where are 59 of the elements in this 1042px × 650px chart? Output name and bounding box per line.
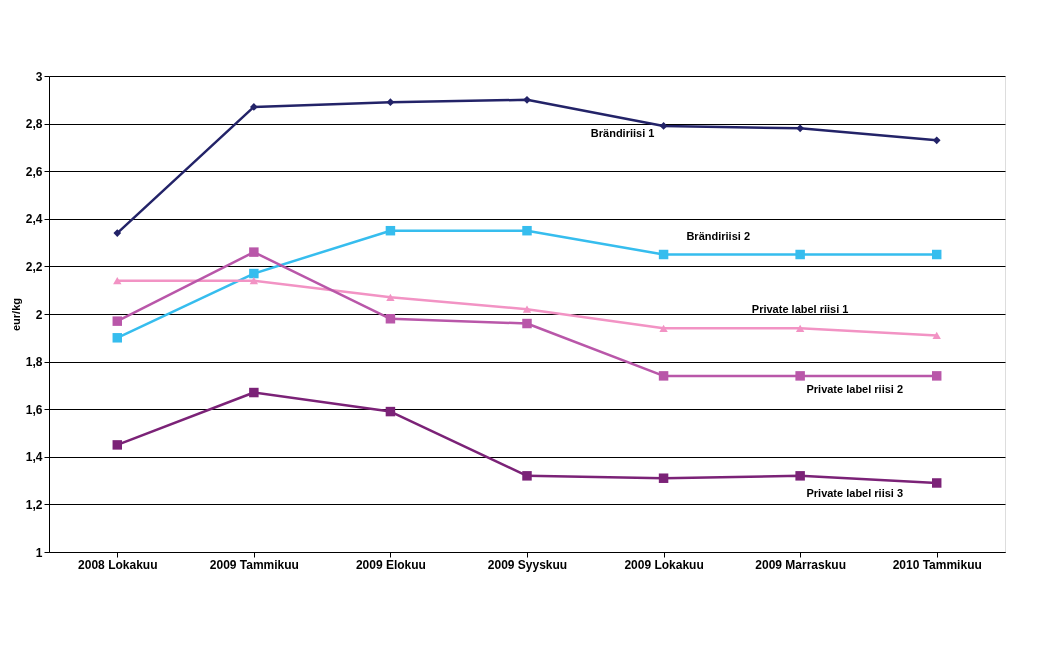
series-label: Private label riisi 1: [751, 303, 849, 316]
point: [112, 333, 123, 343]
y-tick-label: 2,6: [25, 164, 43, 179]
y-axis-title: eur/kg: [9, 297, 22, 332]
point: [522, 318, 532, 329]
y-tick-label: 3: [35, 69, 43, 84]
point: [795, 324, 805, 332]
point: [658, 473, 669, 483]
point: [112, 440, 123, 450]
point: [795, 471, 805, 481]
point: [932, 331, 941, 340]
point: [931, 371, 942, 381]
y-tick-label: 1,8: [25, 355, 43, 370]
point: [659, 122, 668, 130]
point: [386, 98, 395, 107]
x-tick-label: 2009 Elokuu: [355, 557, 426, 572]
point: [249, 103, 258, 111]
point: [385, 406, 396, 417]
point: [658, 249, 669, 260]
point: [249, 387, 259, 398]
point: [659, 324, 668, 332]
point: [658, 371, 669, 381]
y-tick-label: 1: [35, 545, 43, 560]
y-tick-label: 1,2: [25, 497, 43, 512]
point: [249, 277, 259, 285]
point: [113, 229, 122, 237]
point: [249, 268, 259, 279]
point: [796, 124, 805, 133]
point: [249, 247, 259, 257]
series-label: Brändiriisi 1: [590, 127, 655, 140]
point: [385, 314, 396, 324]
x-tick-label: 2009 Syyskuu: [487, 557, 568, 572]
point: [386, 293, 395, 301]
x-tick-label: 2010 Tammikuu: [892, 557, 982, 572]
point: [931, 249, 942, 260]
y-tick-label: 2,4: [25, 212, 43, 227]
y-tick-label: 1,4: [25, 450, 43, 465]
x-tick-label: 2009 Marraskuu: [755, 557, 847, 572]
point: [931, 478, 942, 488]
point: [385, 225, 396, 236]
point: [522, 225, 532, 236]
series-label: Private label riisi 2: [806, 382, 904, 395]
y-tick-label: 1,6: [25, 402, 43, 417]
series-label: Private label riisi 3: [806, 486, 904, 499]
x-tick-label: 2008 Lokakuu: [78, 557, 158, 572]
point: [795, 249, 805, 260]
y-tick-label: 2,8: [25, 117, 43, 132]
point: [932, 136, 941, 145]
point: [522, 471, 532, 481]
x-tick-label: 2009 Tammikuu: [209, 557, 299, 572]
x-tick-label: 2009 Lokakuu: [624, 557, 704, 572]
point: [523, 95, 531, 104]
series-label: Brändiriisi 2: [686, 229, 750, 242]
point: [113, 277, 122, 285]
y-tick-label: 2,2: [25, 259, 43, 274]
point: [795, 371, 805, 381]
point: [522, 305, 532, 313]
y-tick-label: 2: [35, 307, 43, 322]
point: [112, 316, 123, 326]
